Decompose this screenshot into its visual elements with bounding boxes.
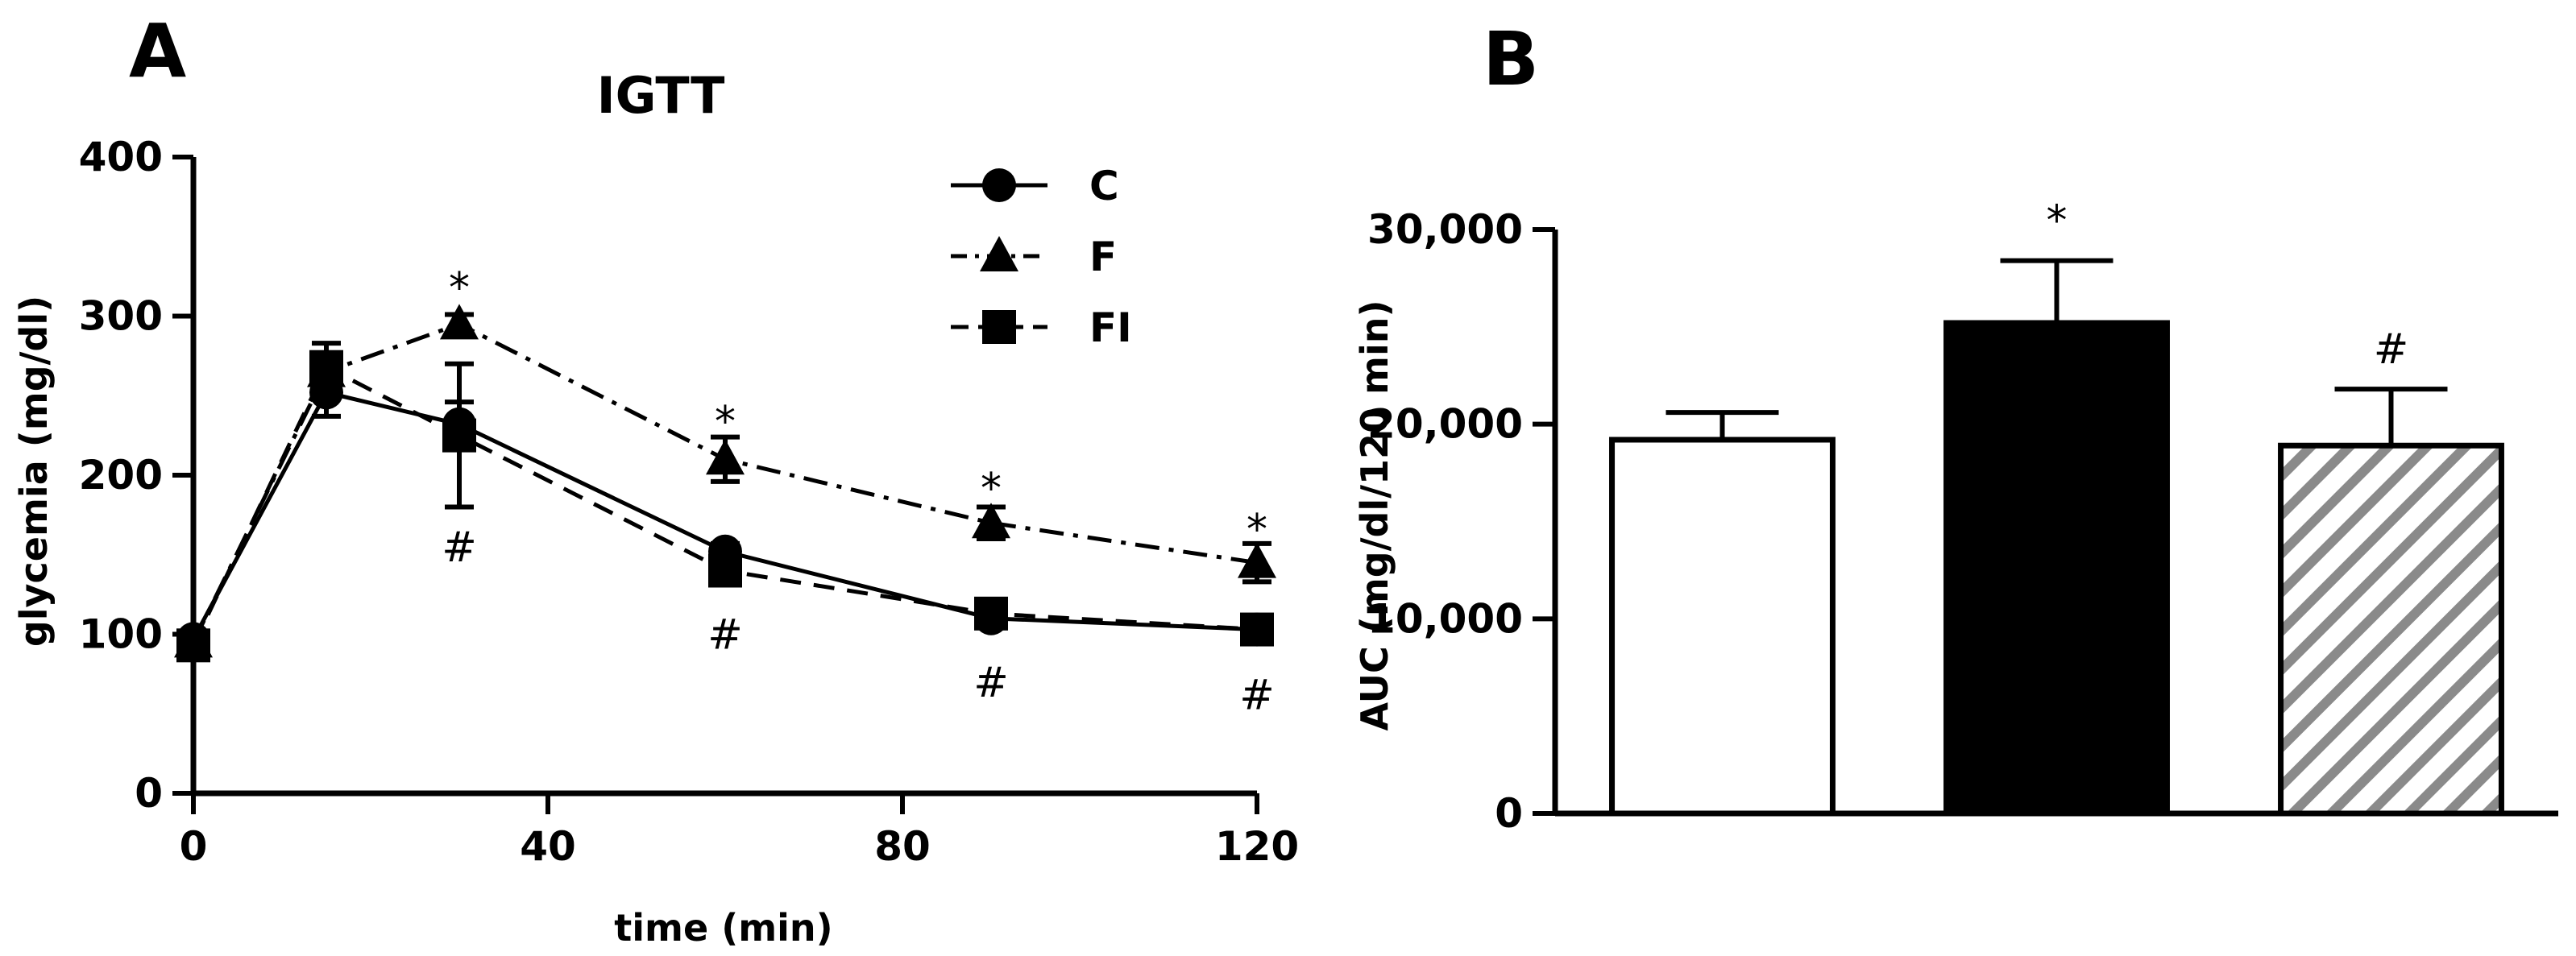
chart-a-title: IGTT bbox=[597, 66, 725, 125]
chart-a-x-tick-label: 120 bbox=[1215, 823, 1299, 870]
legend-item-fi: FI bbox=[951, 304, 1132, 351]
chart-b-y-tick-label: 0 bbox=[1495, 790, 1523, 837]
panel-a: A IGTT glycemia (mg/dl) time (min) 0 100 2… bbox=[12, 8, 1299, 950]
chart-a-y-tick-label: 400 bbox=[79, 134, 163, 180]
data-point-fi bbox=[442, 418, 476, 453]
series-line-fi bbox=[191, 364, 1258, 647]
chart-a-x-label: time (min) bbox=[614, 906, 832, 950]
significance-marker: # bbox=[442, 524, 477, 572]
legend-label: C bbox=[1089, 163, 1119, 209]
legend-marker-fi bbox=[982, 310, 1016, 344]
data-point-fi bbox=[974, 596, 1008, 631]
chart-a-x-tick-label: 40 bbox=[520, 823, 576, 870]
chart-a-annotations: * * # # * # * # bbox=[442, 264, 1275, 720]
legend-label: FI bbox=[1089, 304, 1132, 351]
panel-b-letter: B bbox=[1483, 16, 1539, 102]
chart-a-axes: 0 100 200 300 400 0 40 80 120 bbox=[79, 134, 1300, 870]
significance-marker-fi: # bbox=[2374, 325, 2409, 374]
chart-a-series bbox=[174, 304, 1276, 663]
panel-a-letter: A bbox=[129, 8, 186, 94]
data-point-f bbox=[440, 304, 479, 340]
bar-c bbox=[1609, 437, 1836, 817]
data-point-fi bbox=[708, 553, 742, 588]
chart-a-y-tick-label: 300 bbox=[79, 293, 163, 340]
legend-item-f: F bbox=[951, 234, 1117, 280]
data-point-f bbox=[972, 503, 1010, 539]
chart-a-x-tick-label: 80 bbox=[874, 823, 931, 870]
series-line-c bbox=[191, 390, 1258, 640]
data-point-f bbox=[706, 439, 745, 475]
chart-b-y-tick-label: 20,000 bbox=[1367, 401, 1523, 448]
significance-marker: * bbox=[1247, 506, 1267, 554]
chart-b-y-tick-label: 10,000 bbox=[1367, 595, 1523, 642]
significance-marker: # bbox=[1239, 672, 1275, 720]
significance-marker: # bbox=[707, 611, 743, 660]
legend-item-c: C bbox=[951, 163, 1119, 209]
bar-fi bbox=[2278, 442, 2504, 817]
chart-b-annotations: *# bbox=[2047, 197, 2409, 375]
significance-marker: # bbox=[973, 659, 1009, 707]
chart-a-y-label: glycemia (mg/dl) bbox=[12, 296, 56, 647]
chart-b-y-tick-label: 30,000 bbox=[1367, 206, 1523, 253]
chart-b-y-label: AUC (mg/dl/120 min) bbox=[1353, 300, 1396, 731]
data-point-fi bbox=[176, 628, 210, 663]
chart-a-x-tick-label: 0 bbox=[180, 823, 208, 870]
legend-label: F bbox=[1089, 234, 1117, 280]
legend-marker-c bbox=[982, 168, 1016, 202]
data-point-fi bbox=[309, 350, 343, 384]
chart-b-bars bbox=[1609, 258, 2504, 817]
chart-a-y-tick-label: 200 bbox=[79, 452, 163, 499]
significance-marker: * bbox=[715, 398, 736, 446]
significance-marker: * bbox=[449, 264, 470, 312]
data-point-fi bbox=[1240, 612, 1274, 647]
significance-marker: * bbox=[981, 465, 1002, 513]
significance-marker-f: * bbox=[2047, 197, 2068, 246]
data-point-f bbox=[1238, 542, 1276, 578]
chart-a-y-tick-label: 100 bbox=[79, 611, 163, 658]
chart-a-y-tick-label: 0 bbox=[135, 770, 163, 817]
legend-marker-f bbox=[980, 236, 1018, 271]
chart-a-legend: CF FI bbox=[951, 163, 1132, 351]
panel-b: B AUC (mg/dl/120 min) 0 10,000 20,000 30,00… bbox=[1353, 16, 2558, 837]
bar-f bbox=[1943, 320, 2170, 817]
series-fi bbox=[176, 341, 1274, 663]
